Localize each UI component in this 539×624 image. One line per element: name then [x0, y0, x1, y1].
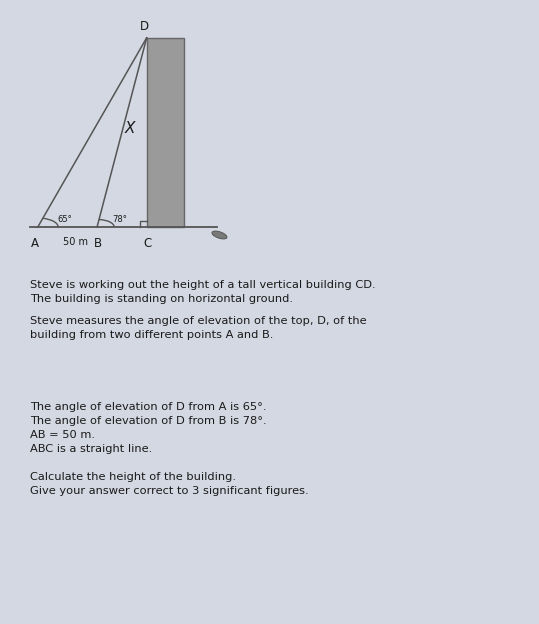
Text: Give your answer correct to 3 significant figures.: Give your answer correct to 3 significan…: [30, 486, 309, 496]
Text: AB = 50 m.: AB = 50 m.: [30, 430, 95, 440]
Text: B: B: [94, 236, 102, 250]
Text: 65°: 65°: [57, 215, 72, 224]
Text: ABC is a straight line.: ABC is a straight line.: [30, 444, 152, 454]
Text: A: A: [31, 236, 39, 250]
Text: The building is standing on horizontal ground.: The building is standing on horizontal g…: [30, 294, 293, 304]
Text: D: D: [140, 19, 149, 32]
Text: C: C: [143, 236, 152, 250]
Text: The angle of elevation of D from B is 78°.: The angle of elevation of D from B is 78…: [30, 416, 267, 426]
Text: 78°: 78°: [112, 215, 127, 224]
Bar: [147, 38, 184, 227]
Ellipse shape: [212, 231, 227, 239]
Text: Steve is working out the height of a tall vertical building CD.: Steve is working out the height of a tal…: [30, 280, 376, 290]
Text: Steve measures the angle of elevation of the top, D, of the: Steve measures the angle of elevation of…: [30, 316, 367, 326]
Text: X: X: [124, 121, 135, 136]
Text: building from two different points A and B.: building from two different points A and…: [30, 330, 273, 340]
Text: 50 m: 50 m: [63, 236, 88, 246]
Text: The angle of elevation of D from A is 65°.: The angle of elevation of D from A is 65…: [30, 402, 266, 412]
Text: Calculate the height of the building.: Calculate the height of the building.: [30, 472, 236, 482]
